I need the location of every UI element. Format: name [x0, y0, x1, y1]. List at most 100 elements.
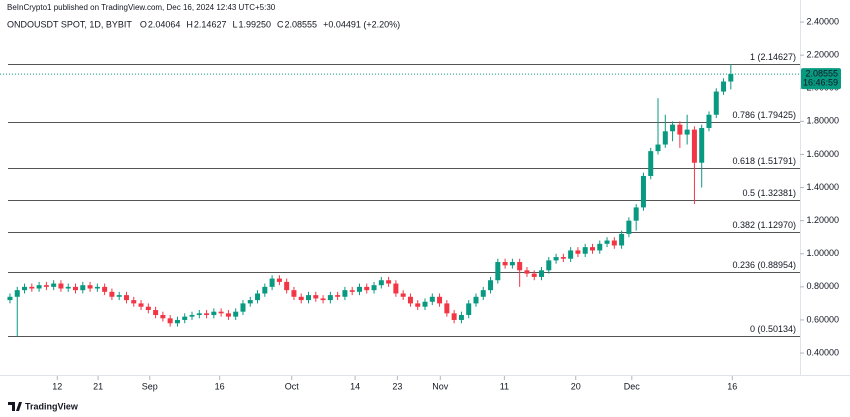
candle-body	[575, 250, 581, 254]
candle-body	[670, 124, 676, 132]
x-tick-label: 16	[215, 381, 225, 391]
candle-body	[153, 310, 159, 315]
candle-body	[539, 270, 545, 277]
candle-body	[298, 296, 304, 301]
candle-body	[502, 262, 508, 266]
candle-body	[400, 293, 406, 297]
candle-body	[131, 300, 137, 304]
candle-body	[699, 127, 705, 163]
x-tick-label: Sep	[142, 381, 158, 391]
countdown-label: 16:46:59	[803, 77, 838, 87]
candle-body	[458, 314, 464, 320]
brand: TradingView	[8, 401, 79, 411]
candle-body	[109, 291, 115, 297]
candle-body	[7, 296, 13, 301]
candle-body	[378, 280, 384, 286]
candle-body	[422, 301, 428, 307]
fib-label: 1 (2.14627)	[750, 52, 796, 62]
y-tick-label: 0.80000	[806, 281, 839, 291]
x-tick-label: Dec	[624, 381, 641, 391]
candle-body	[145, 306, 151, 311]
candle-body	[560, 257, 566, 259]
candle-body	[604, 240, 610, 244]
plot: 0.40000 0.60000 0.80000 1.00000 1.20000 1.400…	[0, 16, 841, 391]
y-tick-label: 1.80000	[806, 116, 839, 126]
candle-body	[371, 285, 377, 291]
candle-body	[182, 316, 188, 320]
candle-body	[22, 286, 28, 291]
candle-body	[320, 298, 326, 301]
candle-body	[546, 260, 552, 271]
candle-body	[284, 281, 290, 291]
candle-body	[473, 296, 479, 304]
candle-body	[80, 285, 86, 291]
candle-body	[102, 286, 108, 292]
candle-body	[480, 290, 486, 297]
symbol: ONDOUSDT SPOT, 1D, BYBIT	[7, 19, 132, 29]
candle-body	[495, 262, 501, 281]
candle-body	[327, 295, 333, 301]
fib-label: 0.382 (1.12970)	[732, 220, 796, 230]
candle-body	[444, 303, 450, 314]
candle-body	[633, 207, 639, 221]
candle-body	[509, 262, 515, 266]
candle-body	[728, 74, 734, 82]
y-tick-label: 1.20000	[806, 215, 839, 225]
candle-body	[364, 286, 370, 291]
candle-body	[123, 295, 129, 301]
ohlc-value: 2.04064	[148, 19, 181, 29]
candle-body	[174, 319, 180, 324]
ohlc-value: 2.08555	[285, 19, 318, 29]
candle-body	[291, 290, 297, 297]
candle-body	[247, 300, 253, 304]
candle-body	[393, 283, 399, 294]
candle-body	[51, 283, 57, 287]
y-tick-label: 2.40000	[806, 16, 839, 26]
candle-body	[138, 303, 144, 307]
candle-body	[568, 250, 574, 259]
candle-body	[531, 273, 537, 277]
candle-body	[407, 296, 413, 304]
candle-body	[553, 257, 559, 261]
candle-body	[684, 129, 690, 135]
change: +0.04491 (+2.20%)	[323, 19, 400, 29]
fib-label: 0.5 (1.32381)	[742, 188, 796, 198]
candle-body	[488, 280, 494, 291]
ohlc-key: C	[277, 19, 284, 29]
candle-body	[429, 296, 435, 302]
candle-body	[160, 314, 166, 319]
candle-body	[43, 285, 49, 287]
candle-body	[451, 313, 457, 320]
candle-body	[386, 280, 392, 284]
x-tick-label: 23	[392, 381, 402, 391]
candle-body	[524, 270, 530, 274]
x-tick-label: 20	[571, 381, 581, 391]
candle-body	[313, 295, 319, 299]
brand-logo	[8, 402, 22, 411]
candle-body	[255, 293, 261, 301]
x-tick-label: Oct	[285, 381, 300, 391]
candle-body	[204, 313, 210, 315]
candle-body	[626, 220, 632, 234]
y-tick-label: 0.40000	[806, 347, 839, 357]
candle-body	[648, 151, 654, 176]
candle-body	[589, 247, 595, 251]
candle-body	[640, 175, 646, 208]
last-price-label: 2.08555	[805, 68, 838, 78]
candle-body	[415, 303, 421, 307]
candle-body	[677, 124, 683, 135]
x-tick-label: 12	[52, 381, 62, 391]
candle-body	[335, 295, 341, 297]
candle-body	[269, 278, 275, 287]
candle-body	[87, 285, 93, 289]
x-tick-label: 21	[93, 381, 103, 391]
candle-body	[225, 313, 231, 317]
candle-body	[218, 311, 224, 314]
x-tick-label: 11	[500, 381, 509, 391]
candle-body	[189, 314, 195, 317]
candle-body	[306, 295, 312, 301]
candle-body	[713, 91, 719, 115]
candle-body	[582, 247, 588, 254]
